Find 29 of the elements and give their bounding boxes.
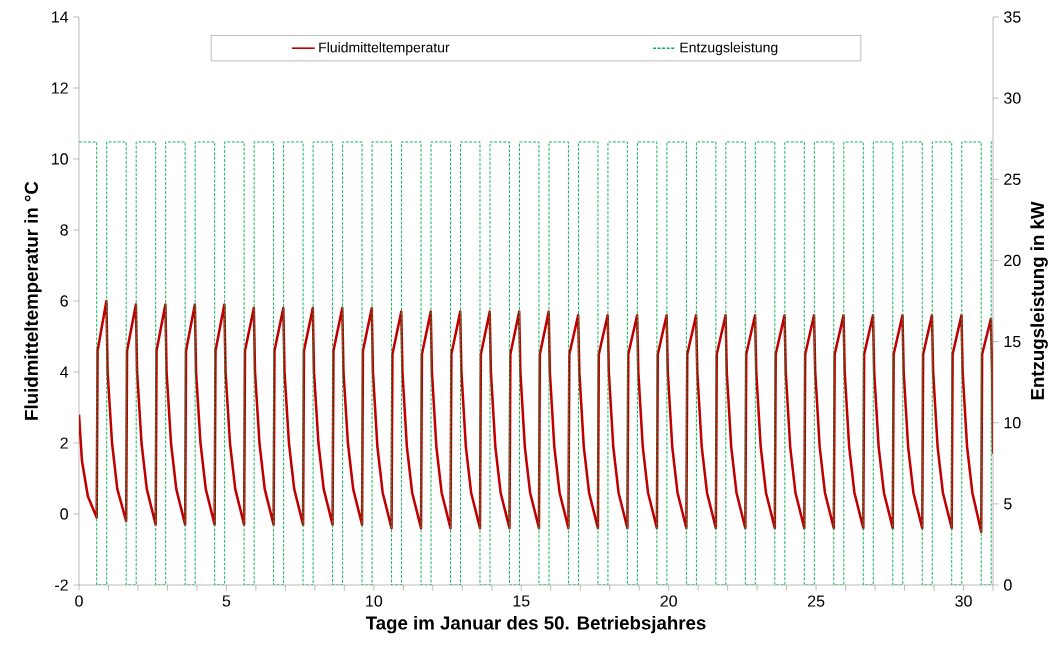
y-tick-label: 0 [60, 508, 68, 520]
x-tick-label: 20 [660, 595, 677, 607]
y2-tick-label: 30 [1004, 92, 1021, 104]
x-axis-title: Tage im Januar des 50. Betriebsjahres [365, 615, 706, 634]
y2-tick-label: 0 [1004, 579, 1012, 591]
y2-tick-label: 10 [1004, 417, 1021, 429]
x-tick-label: 30 [955, 595, 972, 607]
x-tick-label: 10 [366, 595, 383, 607]
y-tick-label: -2 [55, 579, 68, 591]
y-axis-title: Fluidmitteltemperatur in °C [24, 181, 42, 420]
y2-tick-label: 25 [1004, 173, 1021, 185]
y2-axis-title: Entzugsleistung in kW [1030, 201, 1048, 400]
y-tick-label: 4 [60, 366, 69, 378]
y2-tick-label: 15 [1004, 336, 1021, 348]
legend-label: Fluidmitteltemperatur [319, 42, 450, 56]
y-tick-label: 14 [52, 11, 69, 23]
y-tick-label: 8 [60, 224, 68, 236]
x-tick-label: 25 [808, 595, 825, 607]
y2-tick-label: 35 [1004, 11, 1021, 23]
y-tick-label: 2 [60, 437, 68, 449]
legend-label: Entzugsleistung [680, 42, 778, 56]
y2-tick-label: 20 [1004, 254, 1021, 267]
y-tick-label: 12 [52, 82, 68, 94]
y-tick-label: 10 [52, 153, 68, 165]
y2-tick-label: 5 [1004, 498, 1012, 510]
x-tick-label: 15 [513, 595, 530, 607]
x-tick-label: 0 [75, 595, 83, 607]
y-tick-label: 6 [60, 295, 68, 307]
x-tick-label: 5 [222, 595, 231, 607]
